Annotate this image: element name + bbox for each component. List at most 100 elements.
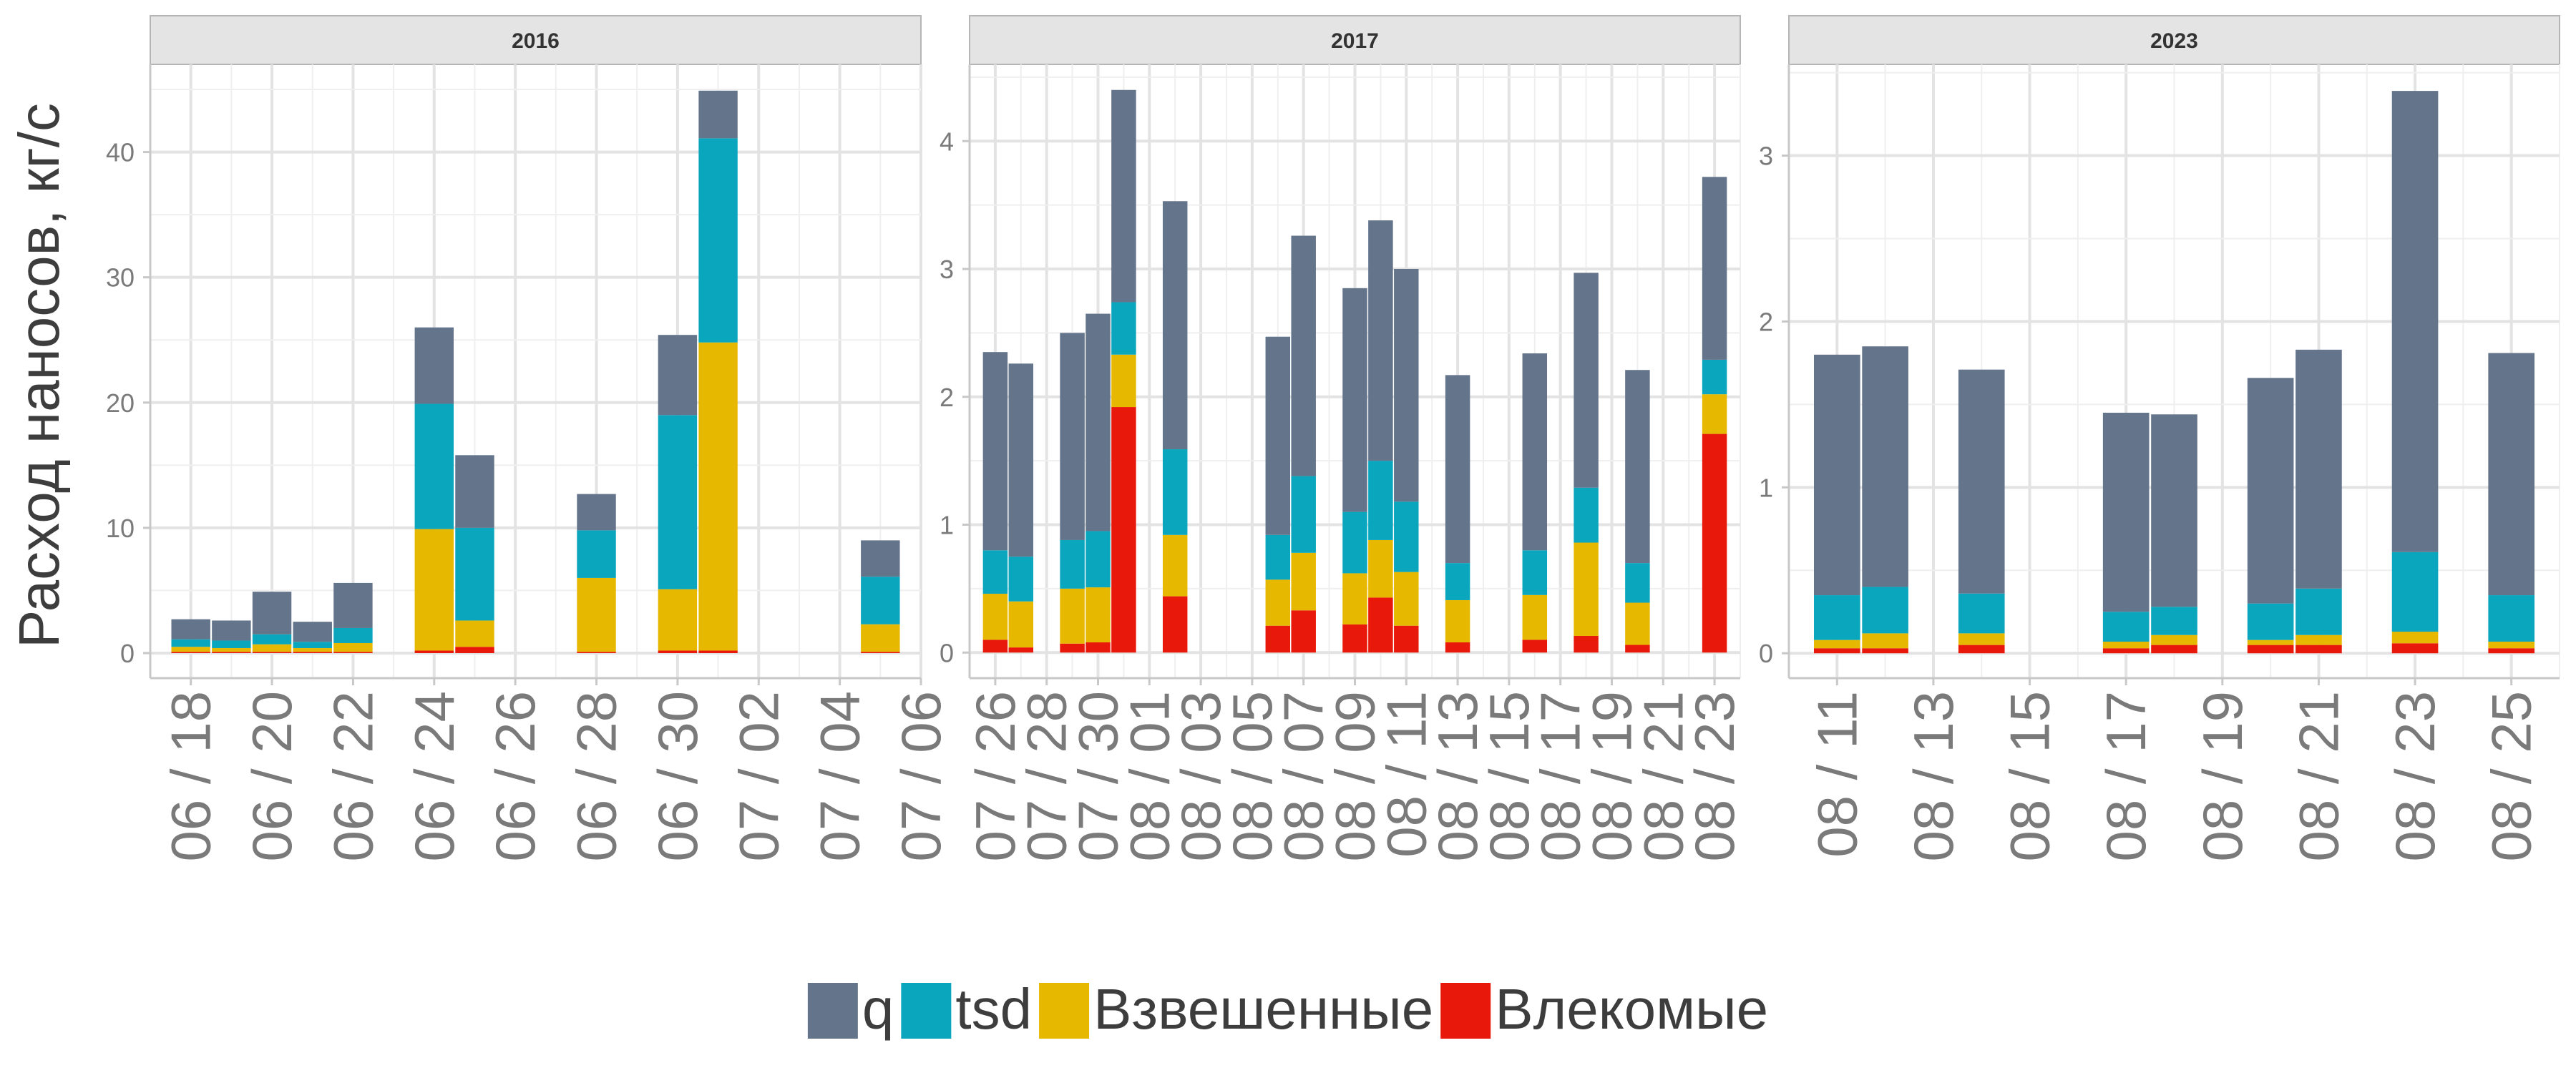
legend-item-bedload: Влекомые [1440, 977, 1768, 1041]
bar-segment-bedload [2151, 645, 2197, 654]
bar-segment-suspended [2247, 640, 2294, 645]
x-tick-label: 08 / 19 [1581, 691, 1644, 862]
bar-segment-tsd [1445, 563, 1470, 600]
bar-segment-bedload [252, 652, 292, 653]
bar-segment-q [577, 494, 616, 531]
x-tick-label: 08 / 21 [1631, 691, 1694, 862]
bar-segment-suspended [171, 647, 210, 652]
bar-segment-bedload [1522, 640, 1548, 653]
bar-segment-suspended [1162, 534, 1188, 597]
facet-strip [1788, 15, 2560, 65]
bar-segment-q [1060, 333, 1085, 540]
bar-segment-suspended [293, 647, 332, 652]
bar-segment-q [1162, 201, 1188, 450]
bar-segment-q [293, 622, 332, 642]
bar-segment-q [1394, 269, 1419, 502]
y-tick-label: 2 [1759, 307, 1773, 336]
bar-segment-tsd [1111, 302, 1136, 355]
bar-segment-q [1574, 273, 1599, 488]
bar-segment-q [1814, 354, 1860, 596]
legend-item-q: q [807, 977, 894, 1041]
bar-segment-suspended [2296, 635, 2342, 645]
bar-segment-tsd [1162, 449, 1188, 535]
bar-segment-tsd [698, 138, 738, 343]
bar-segment-suspended [1085, 587, 1111, 642]
facet-strip-label: 2017 [1331, 29, 1379, 53]
bar-segment-q [2102, 412, 2150, 612]
x-tick-label: 08 / 15 [1999, 691, 2062, 862]
legend-label-tsd: tsd [955, 977, 1032, 1041]
bar-segment-q [414, 327, 454, 404]
bar-segment-suspended [577, 577, 616, 652]
x-tick-label: 08 / 21 [2287, 691, 2350, 862]
x-tick-label: 07 / 28 [1015, 691, 1078, 862]
bar-segment-bedload [1368, 597, 1393, 653]
bar-segment-tsd [1085, 531, 1111, 588]
bar-segment-tsd [252, 634, 292, 645]
bar-segment-q [698, 90, 738, 139]
x-tick-label: 08 / 13 [1902, 691, 1965, 862]
x-tick-label: 06 / 20 [240, 691, 303, 862]
bar-segment-suspended [2151, 635, 2197, 645]
bar-segment-suspended [1574, 542, 1599, 637]
x-tick-label: 06 / 26 [484, 691, 547, 862]
x-tick-label: 08 / 11 [1805, 691, 1868, 858]
bar-segment-suspended [2102, 641, 2150, 649]
bar-segment-bedload [2247, 645, 2294, 654]
bar-segment-q [861, 540, 900, 577]
facet-strip [150, 15, 922, 65]
legend-label-q: q [862, 977, 894, 1041]
bar-segment-tsd [1394, 501, 1419, 572]
bar-segment-q [2247, 378, 2294, 604]
bar-segment-suspended [1008, 601, 1034, 648]
y-tick-label: 0 [1759, 639, 1773, 668]
x-tick-label: 06 / 30 [646, 691, 709, 862]
x-tick-label: 07 / 04 [809, 691, 872, 862]
x-tick-label: 08 / 13 [1426, 691, 1489, 862]
bar-segment-bedload [1111, 407, 1136, 653]
bar-segment-q [1265, 336, 1291, 535]
bar-segment-suspended [1814, 640, 1860, 649]
x-tick-label: 08 / 05 [1221, 691, 1284, 862]
x-tick-label: 08 / 09 [1324, 691, 1387, 862]
x-tick-label: 08 / 15 [1478, 691, 1541, 862]
bar-segment-q [1085, 313, 1111, 531]
bar-segment-suspended [2391, 632, 2439, 644]
y-tick-label: 3 [1759, 142, 1773, 171]
bar-segment-bedload [1008, 647, 1034, 653]
bar-segment-suspended [1625, 602, 1650, 645]
x-tick-label: 08 / 17 [1529, 691, 1592, 862]
bar-segment-q [455, 455, 494, 528]
bar-segment-bedload [414, 650, 454, 653]
y-tick-label: 0 [940, 638, 954, 667]
bar-segment-q [1702, 177, 1727, 360]
bar-segment-suspended [1265, 579, 1291, 626]
bar-segment-suspended [698, 342, 738, 651]
facet-strip [969, 15, 1741, 65]
panel-2023: 2023 0 1 2 3 08 / 11 08 / 13 08 / 15 08 / 17 08 /… [1759, 15, 2560, 862]
x-tick-label: 06 / 24 [403, 691, 466, 862]
bar-segment-tsd [414, 403, 454, 529]
bar-segment-tsd [2247, 603, 2294, 640]
bars [171, 90, 900, 653]
bar-segment-suspended [1702, 394, 1727, 434]
bar-segment-tsd [2296, 588, 2342, 635]
x-tick-label: 06 / 22 [321, 691, 384, 862]
bar-segment-tsd [1862, 587, 1908, 634]
bar-segment-suspended [333, 642, 373, 652]
bar-segment-suspended [658, 589, 698, 651]
bar-segment-bedload [1394, 625, 1419, 653]
bar-segment-tsd [171, 639, 210, 647]
y-tick-label: 3 [940, 255, 954, 284]
bar-segment-bedload [1085, 642, 1111, 653]
bar-segment-suspended [1342, 573, 1367, 624]
bar-segment-tsd [2102, 612, 2150, 642]
legend-item-tsd: tsd [901, 977, 1032, 1041]
bar-segment-tsd [1958, 593, 2005, 634]
bar-segment-tsd [1702, 359, 1727, 395]
y-axis-label: Расход наносов, кг/с [7, 103, 71, 648]
x-tick-label: 08 / 23 [1683, 691, 1746, 862]
legend-label-bedload: Влекомые [1495, 977, 1768, 1041]
